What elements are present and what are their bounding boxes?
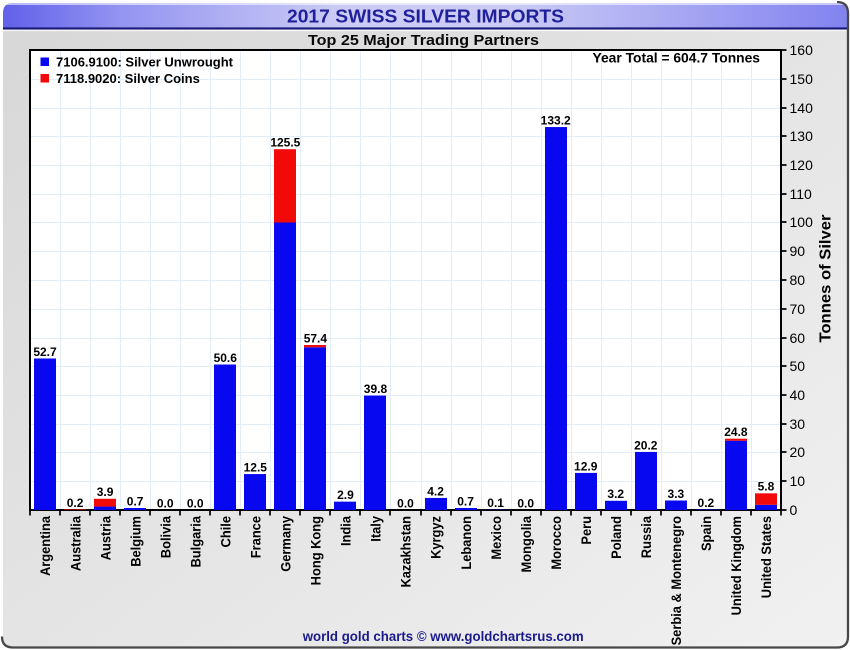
svg-text:Lebanon: Lebanon — [458, 516, 474, 570]
svg-text:100: 100 — [790, 214, 814, 230]
svg-text:52.7: 52.7 — [33, 345, 57, 359]
svg-text:Belgium: Belgium — [128, 516, 144, 567]
svg-text:0.2: 0.2 — [698, 496, 715, 510]
svg-text:125.5: 125.5 — [270, 136, 300, 150]
svg-text:Hong Kong: Hong Kong — [308, 516, 324, 585]
svg-text:80: 80 — [790, 272, 806, 288]
svg-text:5.8: 5.8 — [758, 480, 775, 494]
svg-text:France: France — [248, 516, 264, 559]
svg-text:Argentina: Argentina — [38, 516, 54, 577]
svg-text:160: 160 — [790, 42, 814, 58]
svg-text:Serbia & Montenegro: Serbia & Montenegro — [669, 516, 685, 645]
svg-text:130: 130 — [790, 128, 814, 144]
svg-text:Kyrgyz: Kyrgyz — [428, 516, 444, 559]
svg-text:Top 25 Major Trading Partners: Top 25 Major Trading Partners — [308, 33, 539, 49]
svg-text:10: 10 — [790, 473, 806, 489]
svg-text:Russia: Russia — [639, 516, 655, 559]
svg-text:Australia: Australia — [68, 516, 84, 572]
svg-text:3.2: 3.2 — [607, 487, 624, 501]
svg-text:world gold charts © www.goldch: world gold charts © www.goldchartsrus.co… — [302, 629, 584, 644]
svg-text:110: 110 — [790, 186, 813, 202]
svg-text:0: 0 — [790, 502, 798, 518]
svg-text:Spain: Spain — [699, 516, 715, 551]
svg-text:20.2: 20.2 — [634, 438, 658, 452]
svg-text:Year Total = 604.7 Tonnes: Year Total = 604.7 Tonnes — [593, 50, 761, 66]
svg-text:3.3: 3.3 — [668, 487, 685, 501]
svg-text:0.7: 0.7 — [127, 494, 144, 508]
svg-text:90: 90 — [790, 243, 806, 259]
svg-text:24.8: 24.8 — [724, 425, 748, 439]
svg-text:0.0: 0.0 — [397, 496, 414, 510]
svg-text:57.4: 57.4 — [304, 331, 328, 345]
svg-text:Bulgaria: Bulgaria — [188, 515, 204, 567]
svg-text:Peru: Peru — [578, 516, 594, 545]
svg-text:133.2: 133.2 — [541, 113, 571, 127]
svg-text:0.2: 0.2 — [67, 496, 84, 510]
svg-text:0.7: 0.7 — [457, 494, 474, 508]
svg-text:Kazakhstan: Kazakhstan — [398, 516, 414, 588]
svg-text:4.2: 4.2 — [427, 484, 444, 498]
svg-text:United States: United States — [759, 516, 775, 598]
svg-text:39.8: 39.8 — [364, 382, 388, 396]
svg-text:United Kingdom: United Kingdom — [729, 516, 745, 615]
svg-text:12.9: 12.9 — [574, 459, 598, 473]
svg-text:12.5: 12.5 — [244, 460, 268, 474]
svg-text:2017 SWISS SILVER IMPORTS: 2017 SWISS SILVER IMPORTS — [287, 6, 564, 27]
svg-text:0.0: 0.0 — [517, 496, 534, 510]
svg-text:50.6: 50.6 — [214, 351, 238, 365]
svg-text:Bolivia: Bolivia — [158, 515, 174, 558]
svg-text:30: 30 — [790, 416, 806, 432]
svg-text:3.9: 3.9 — [97, 485, 114, 499]
svg-text:70: 70 — [790, 301, 806, 317]
svg-text:60: 60 — [790, 330, 806, 346]
svg-text:Morocco: Morocco — [548, 516, 564, 570]
svg-text:140: 140 — [790, 100, 814, 116]
svg-text:7118.9020: Silver Coins: 7118.9020: Silver Coins — [56, 71, 200, 86]
svg-text:2.9: 2.9 — [337, 488, 354, 502]
svg-text:Poland: Poland — [608, 516, 624, 559]
svg-text:0.0: 0.0 — [187, 496, 204, 510]
svg-text:50: 50 — [790, 358, 806, 374]
svg-text:India: India — [338, 515, 354, 546]
svg-text:Chile: Chile — [218, 516, 234, 548]
svg-text:7106.9100: Silver Unwrought: 7106.9100: Silver Unwrought — [56, 55, 234, 70]
svg-text:Italy: Italy — [368, 515, 384, 541]
svg-text:0.1: 0.1 — [487, 496, 504, 510]
svg-text:150: 150 — [790, 71, 814, 87]
svg-text:120: 120 — [790, 157, 814, 173]
svg-text:40: 40 — [790, 387, 806, 403]
svg-text:Mexico: Mexico — [488, 516, 504, 560]
svg-text:0.0: 0.0 — [157, 496, 174, 510]
svg-text:Tonnes of Silver: Tonnes of Silver — [818, 215, 835, 343]
svg-text:20: 20 — [790, 444, 806, 460]
svg-text:Mongolia: Mongolia — [518, 515, 534, 572]
svg-text:Germany: Germany — [278, 516, 294, 572]
svg-text:Austria: Austria — [98, 515, 114, 560]
